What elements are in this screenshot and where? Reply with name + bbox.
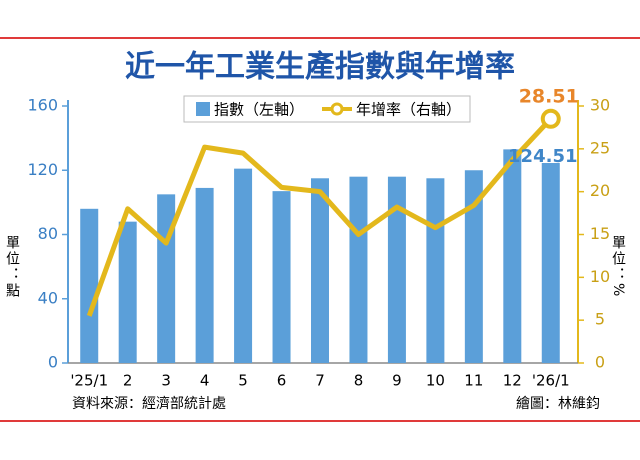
y2-tick-label: 25 <box>590 138 610 157</box>
y2-tick-label: 15 <box>590 224 610 243</box>
y-tick-label: 80 <box>38 224 58 243</box>
bar <box>464 170 483 363</box>
legend-label: 指數（左軸） <box>214 101 304 119</box>
x-tick-label: 8 <box>354 372 364 390</box>
source-note: 資料來源：經濟部統計處 <box>72 396 226 412</box>
bar <box>541 163 560 363</box>
x-tick-label: 10 <box>426 372 445 390</box>
x-tick-label: 2 <box>123 372 133 390</box>
x-tick-label: 4 <box>200 372 210 390</box>
y2-tick-label: 20 <box>590 181 610 200</box>
bar <box>80 208 99 363</box>
y2-tick-label: 30 <box>590 96 610 115</box>
line-end-marker <box>540 108 561 129</box>
bar <box>272 191 291 363</box>
legend-label: 年增率（右軸） <box>356 101 461 119</box>
bar <box>234 168 253 363</box>
legend-swatch <box>330 102 344 116</box>
x-tick-label: 11 <box>464 372 483 390</box>
y2-tick-label: 10 <box>590 267 610 286</box>
x-tick-label: 7 <box>315 372 325 390</box>
x-tick-label: 6 <box>277 372 287 390</box>
x-tick-label: '26/1 <box>532 372 570 390</box>
y-axis-label: 單位：點 <box>4 235 20 299</box>
bar-value-label: 124.51 <box>508 146 577 167</box>
chart-title: 近一年工業生產指數與年增率 <box>125 50 515 85</box>
y2-tick-label: 0 <box>595 353 605 372</box>
x-tick-label: '25/1 <box>70 372 108 390</box>
x-tick-label: 12 <box>503 372 522 390</box>
y-tick-label: 160 <box>27 96 58 115</box>
line-value-label: 28.51 <box>519 85 579 107</box>
bar <box>118 221 137 363</box>
bar <box>387 176 406 363</box>
line <box>86 117 553 317</box>
credit-note: 繪圖：林維鈞 <box>516 395 600 412</box>
y2-axis-label: 單位：% <box>610 235 626 298</box>
legend-swatch <box>196 102 210 116</box>
x-tick-label: 5 <box>238 372 248 390</box>
y-tick-label: 0 <box>48 353 58 372</box>
y-tick-label: 120 <box>27 160 58 179</box>
x-tick-label: 3 <box>161 372 171 390</box>
bar <box>157 194 176 363</box>
bar <box>426 178 445 363</box>
x-tick-label: 9 <box>392 372 402 390</box>
bar <box>311 178 329 363</box>
bar <box>503 149 522 363</box>
y-tick-label: 40 <box>38 288 58 307</box>
bar <box>349 176 368 363</box>
bar <box>195 187 214 363</box>
y2-tick-label: 5 <box>595 310 605 329</box>
